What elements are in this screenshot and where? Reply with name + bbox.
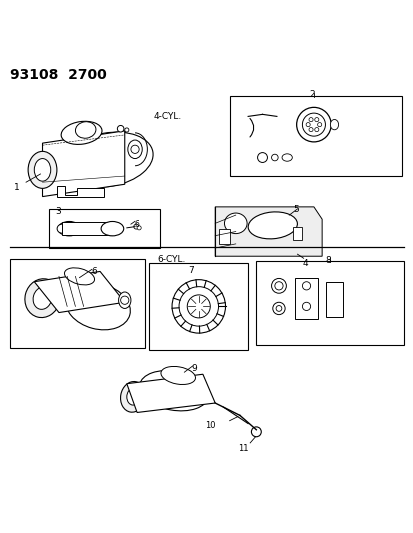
Text: 9: 9 [191,364,197,373]
Ellipse shape [33,287,52,309]
Circle shape [301,302,310,311]
Ellipse shape [118,292,131,309]
Bar [149,263,247,350]
Ellipse shape [128,140,142,158]
Circle shape [251,427,261,437]
Circle shape [187,295,210,318]
Text: 5: 5 [293,205,298,214]
Circle shape [124,128,128,132]
Circle shape [272,302,285,314]
Ellipse shape [57,224,67,233]
Ellipse shape [63,132,153,187]
Text: 6: 6 [134,220,139,229]
Text: 2: 2 [308,91,314,100]
Ellipse shape [28,151,57,188]
Ellipse shape [139,370,208,411]
Ellipse shape [126,389,139,405]
Circle shape [317,123,321,127]
Polygon shape [126,374,215,413]
Ellipse shape [101,222,123,236]
Ellipse shape [120,382,145,412]
Text: 10: 10 [204,421,215,430]
Text: 4: 4 [302,259,308,268]
Polygon shape [57,187,104,197]
Circle shape [178,287,218,326]
Circle shape [271,154,278,161]
Text: 4-CYL.: 4-CYL. [153,112,181,122]
Ellipse shape [247,212,297,239]
Circle shape [133,224,138,229]
Bar [256,261,404,345]
Circle shape [275,305,281,311]
Ellipse shape [224,213,247,233]
Bar [229,96,401,176]
Ellipse shape [64,268,94,285]
Bar [49,209,159,248]
Text: 8: 8 [325,256,330,265]
Polygon shape [62,222,112,235]
Polygon shape [215,207,321,256]
Circle shape [117,125,123,132]
Ellipse shape [330,119,338,130]
Ellipse shape [61,122,102,144]
Polygon shape [43,131,124,197]
Ellipse shape [25,279,60,318]
Circle shape [301,282,310,290]
Polygon shape [34,271,124,312]
Bar [219,230,229,244]
Circle shape [257,152,267,163]
Circle shape [131,145,139,154]
Circle shape [137,226,141,230]
Ellipse shape [281,154,292,161]
Ellipse shape [161,367,195,384]
Ellipse shape [34,158,51,181]
Ellipse shape [66,283,130,330]
Bar [325,282,342,317]
Circle shape [308,118,312,122]
Bar [293,228,301,240]
Circle shape [314,127,318,132]
Circle shape [301,113,325,136]
Circle shape [271,278,286,293]
Text: 3: 3 [55,207,60,216]
Text: 6-CYL.: 6-CYL. [157,255,185,264]
Circle shape [274,282,282,290]
Circle shape [120,296,128,304]
Text: 1: 1 [14,183,19,192]
Text: 6: 6 [91,266,97,276]
Circle shape [305,123,309,127]
Text: 11: 11 [237,444,247,453]
Bar [295,278,317,319]
Circle shape [314,118,318,122]
Ellipse shape [58,222,81,236]
Circle shape [308,127,312,132]
Text: 93108  2700: 93108 2700 [9,68,106,82]
Text: 7: 7 [188,265,194,274]
Ellipse shape [75,122,96,138]
Bar [9,259,145,348]
Circle shape [296,107,330,142]
Circle shape [172,280,225,333]
